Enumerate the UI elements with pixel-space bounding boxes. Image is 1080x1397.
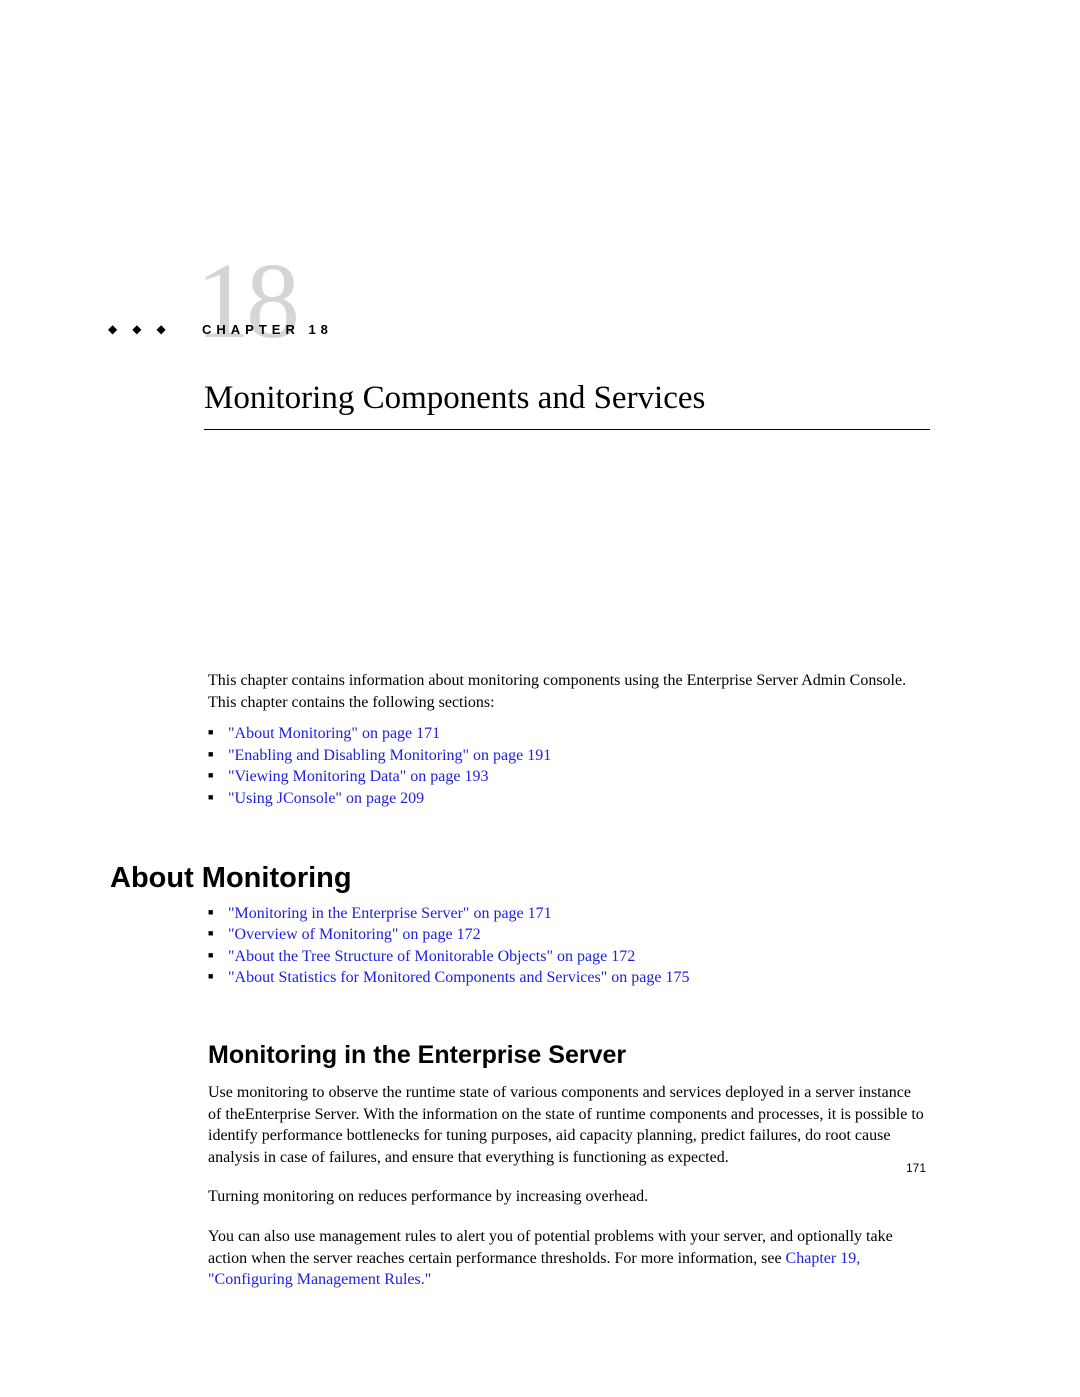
body-paragraph: Use monitoring to observe the runtime st…: [208, 1082, 928, 1168]
chapter-title: Monitoring Components and Services: [204, 380, 930, 430]
toc-link[interactable]: "Using JConsole" on page 209: [228, 790, 424, 807]
list-item: "Overview of Monitoring" on page 172: [208, 924, 928, 946]
body-paragraph: You can also use management rules to ale…: [208, 1226, 928, 1291]
list-item: "About Statistics for Monitored Componen…: [208, 967, 928, 989]
chapter-diamonds-icon: ◆ ◆ ◆: [108, 322, 172, 337]
section-heading-monitoring-enterprise: Monitoring in the Enterprise Server: [208, 1041, 928, 1070]
list-item: "Enabling and Disabling Monitoring" on p…: [208, 745, 928, 767]
chapter-header: 18 ◆ ◆ ◆ CHAPTER 18: [208, 280, 928, 370]
body-paragraph: Turning monitoring on reduces performanc…: [208, 1186, 928, 1208]
page-number: 171: [906, 1161, 926, 1175]
section-link[interactable]: "Overview of Monitoring" on page 172: [228, 926, 481, 943]
chapter-label: CHAPTER 18: [202, 322, 333, 337]
list-item: "Using JConsole" on page 209: [208, 788, 928, 810]
list-item: "Monitoring in the Enterprise Server" on…: [208, 903, 928, 925]
intro-paragraph: This chapter contains information about …: [208, 670, 928, 713]
toc-link[interactable]: "About Monitoring" on page 171: [228, 725, 440, 742]
section-link[interactable]: "Monitoring in the Enterprise Server" on…: [228, 905, 552, 922]
section-links-list: "Monitoring in the Enterprise Server" on…: [208, 903, 928, 989]
toc-list: "About Monitoring" on page 171 "Enabling…: [208, 723, 928, 809]
section-link[interactable]: "About Statistics for Monitored Componen…: [228, 969, 689, 986]
list-item: "About Monitoring" on page 171: [208, 723, 928, 745]
toc-link[interactable]: "Enabling and Disabling Monitoring" on p…: [228, 747, 551, 764]
section-heading-about-monitoring: About Monitoring: [110, 862, 928, 895]
section-link[interactable]: "About the Tree Structure of Monitorable…: [228, 948, 635, 965]
chapter-number-background: 18: [196, 240, 296, 364]
list-item: "Viewing Monitoring Data" on page 193: [208, 766, 928, 788]
list-item: "About the Tree Structure of Monitorable…: [208, 946, 928, 968]
toc-link[interactable]: "Viewing Monitoring Data" on page 193: [228, 768, 489, 785]
